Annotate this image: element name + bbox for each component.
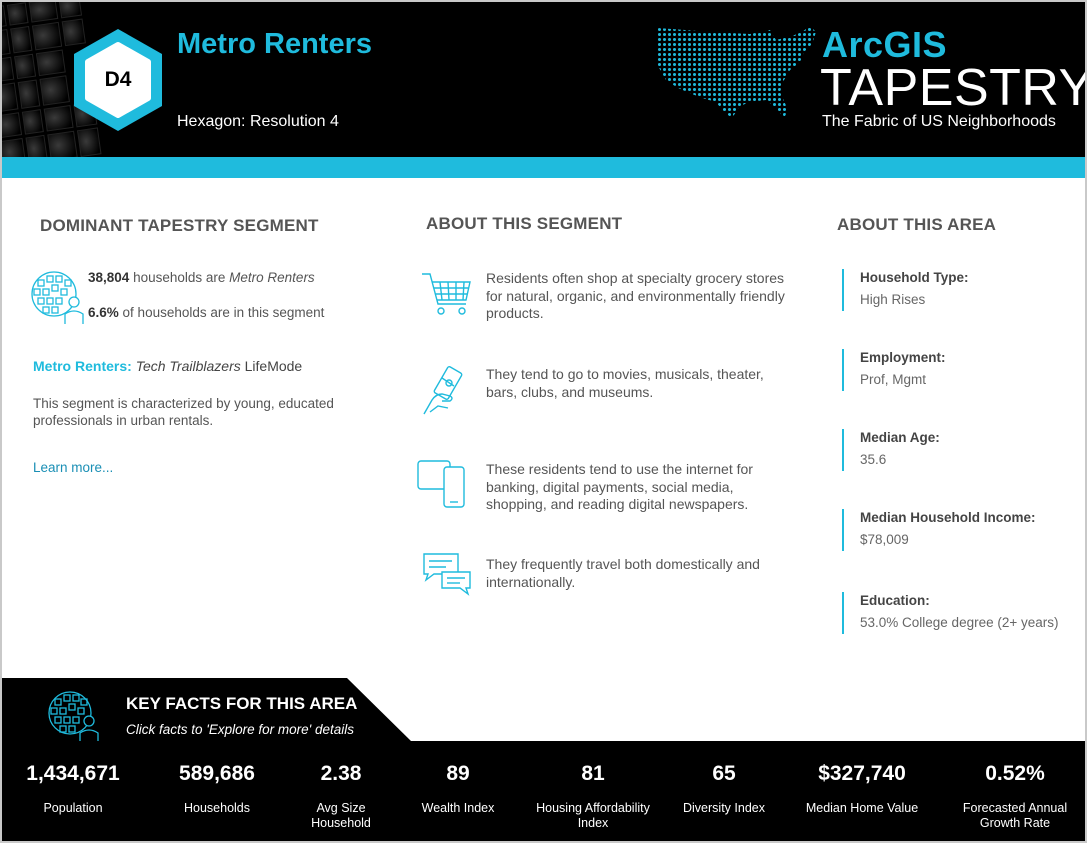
fact-households[interactable]: 589,686 Households xyxy=(162,759,272,816)
geography-label: Hexagon: Resolution 4 xyxy=(177,113,339,130)
segment-title: Metro Renters xyxy=(177,28,372,60)
key-facts-subheading: Click facts to 'Explore for more' detail… xyxy=(126,722,354,737)
fact-median-home-value[interactable]: $327,740 Median Home Value xyxy=(798,759,926,816)
area-employment: Employment: Prof, Mgmt xyxy=(842,349,946,391)
area-value: High Rises xyxy=(860,292,926,307)
area-label: Employment: xyxy=(860,350,946,365)
area-label: Median Age: xyxy=(860,430,940,445)
key-facts-bar xyxy=(2,741,1085,841)
learn-more-link[interactable]: Learn more... xyxy=(33,460,114,475)
area-household-type: Household Type: High Rises xyxy=(842,269,969,311)
percent-value: 6.6% xyxy=(88,305,119,320)
fact-label: Population xyxy=(43,801,103,815)
globe-person-icon xyxy=(31,271,84,324)
about-item-internet: These residents tend to use the internet… xyxy=(486,461,753,512)
fact-label: Housing Affordability Index xyxy=(536,801,650,830)
key-facts-heading: KEY FACTS FOR THIS AREA xyxy=(126,694,358,713)
header-banner: D4 Metro Renters Hexagon: Resolution 4 A… xyxy=(2,2,1085,157)
percent-stat: 6.6% of households are in this segment xyxy=(88,305,324,320)
area-median-age: Median Age: 35.6 xyxy=(842,429,940,471)
fact-label: Avg Size Household xyxy=(311,801,371,830)
fact-housing-affordability[interactable]: 81 Housing Affordability Index xyxy=(526,759,660,831)
households-count: 38,804 xyxy=(88,270,130,285)
area-label: Household Type: xyxy=(860,270,969,285)
fact-value: $327,740 xyxy=(818,762,906,785)
city-grid-pattern-graphic xyxy=(2,2,102,157)
about-area-heading: ABOUT THIS AREA xyxy=(837,215,997,234)
us-map-dots-icon xyxy=(656,26,816,118)
lifemode-segment-link[interactable]: Metro Renters: xyxy=(33,358,132,374)
brand-tagline: The Fabric of US Neighborhoods xyxy=(822,113,1056,130)
percent-text: of households are in this segment xyxy=(122,305,325,320)
area-value: Prof, Mgmt xyxy=(860,372,927,387)
fact-value: 2.38 xyxy=(320,762,362,785)
lifemode-name: Tech Trailblazers xyxy=(135,358,241,374)
brand-arcgis: ArcGIS xyxy=(822,24,948,65)
fact-label: Households xyxy=(183,801,250,815)
key-facts-tab xyxy=(2,678,412,742)
chat-bubbles-icon xyxy=(423,553,471,596)
fact-value: 589,686 xyxy=(179,762,255,785)
fact-growth-rate[interactable]: 0.52% Forecasted Annual Growth Rate xyxy=(952,759,1078,831)
about-item-shopping: Residents often shop at specialty grocer… xyxy=(486,270,785,321)
fact-label: Diversity Index xyxy=(683,801,765,815)
accent-divider xyxy=(2,157,1085,178)
fact-avg-household-size[interactable]: 2.38 Avg Size Household xyxy=(294,759,388,831)
key-facts-globe-icon xyxy=(48,691,99,743)
households-stat: 38,804 households are Metro Renters xyxy=(88,270,315,285)
area-value: $78,009 xyxy=(860,532,909,547)
fact-value: 1,434,671 xyxy=(26,762,120,785)
dominant-segment-heading: DOMINANT TAPESTRY SEGMENT xyxy=(40,216,319,235)
households-segment: Metro Renters xyxy=(229,270,315,285)
shopping-cart-icon xyxy=(422,273,471,315)
area-value: 53.0% College degree (2+ years) xyxy=(860,615,1059,630)
area-label: Median Household Income: xyxy=(860,510,1036,525)
area-median-income: Median Household Income: $78,009 xyxy=(842,509,1036,551)
about-item-entertainment: They tend to go to movies, musicals, the… xyxy=(486,366,764,400)
about-item-travel: They frequently travel both domestically… xyxy=(486,556,760,590)
ticket-hand-icon xyxy=(423,366,463,415)
lifemode-suffix: LifeMode xyxy=(244,358,303,374)
lifemode-line: Metro Renters: Tech Trailblazers LifeMod… xyxy=(33,358,302,374)
fact-value: 89 xyxy=(446,762,470,785)
segment-code: D4 xyxy=(104,68,132,91)
fact-label: Forecasted Annual Growth Rate xyxy=(962,801,1068,830)
fact-label: Wealth Index xyxy=(421,801,495,815)
fact-label: Median Home Value xyxy=(805,801,919,815)
area-value: 35.6 xyxy=(860,452,887,467)
area-label: Education: xyxy=(860,593,930,608)
about-segment-heading: ABOUT THIS SEGMENT xyxy=(426,214,623,233)
households-text: households are xyxy=(133,270,226,285)
fact-diversity-index[interactable]: 65 Diversity Index xyxy=(674,759,774,816)
fact-population[interactable]: 1,434,671 Population xyxy=(14,759,132,816)
segment-description: This segment is characterized by young, … xyxy=(33,396,334,428)
area-education: Education: 53.0% College degree (2+ year… xyxy=(842,592,1059,634)
fact-value: 81 xyxy=(581,762,605,785)
devices-icon xyxy=(417,460,465,508)
brand-tapestry: TAPESTRY xyxy=(820,59,1085,117)
segment-hexagon-icon xyxy=(74,29,162,131)
fact-wealth-index[interactable]: 89 Wealth Index xyxy=(412,759,504,816)
fact-value: 65 xyxy=(712,762,736,785)
fact-value: 0.52% xyxy=(985,762,1045,785)
